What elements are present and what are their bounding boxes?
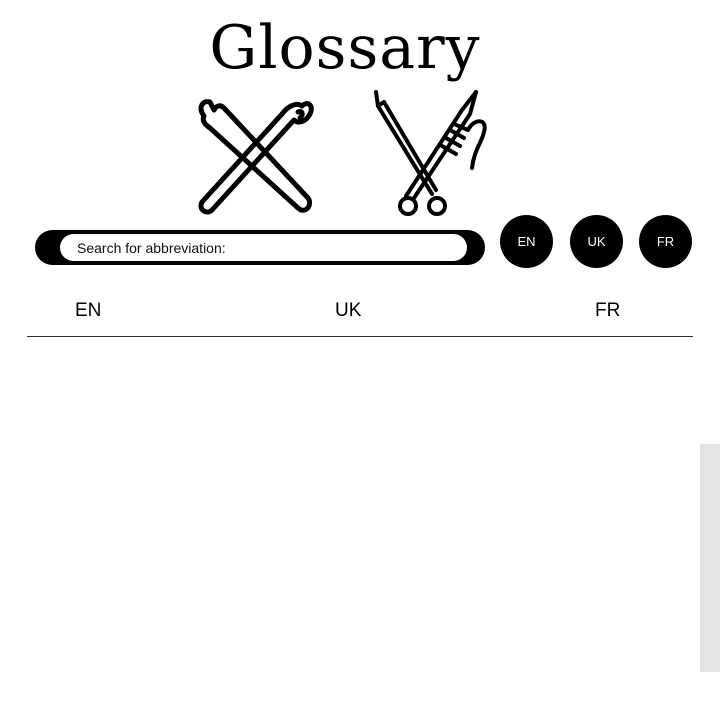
crossed-crochet-hooks-icon — [198, 99, 314, 215]
results-list — [27, 340, 693, 670]
page-title: Glossary — [209, 13, 481, 83]
column-header-fr: FR — [595, 300, 621, 321]
scrollbar[interactable] — [700, 444, 720, 672]
column-header-en: EN — [75, 300, 102, 321]
search-input[interactable] — [60, 234, 467, 261]
header-divider — [27, 336, 693, 337]
language-button-fr[interactable]: FR — [639, 215, 692, 268]
language-button-en[interactable]: EN — [500, 215, 553, 268]
column-header-uk: UK — [335, 300, 362, 321]
language-button-uk[interactable]: UK — [570, 215, 623, 268]
knitting-needles-yarn-icon — [374, 90, 487, 216]
